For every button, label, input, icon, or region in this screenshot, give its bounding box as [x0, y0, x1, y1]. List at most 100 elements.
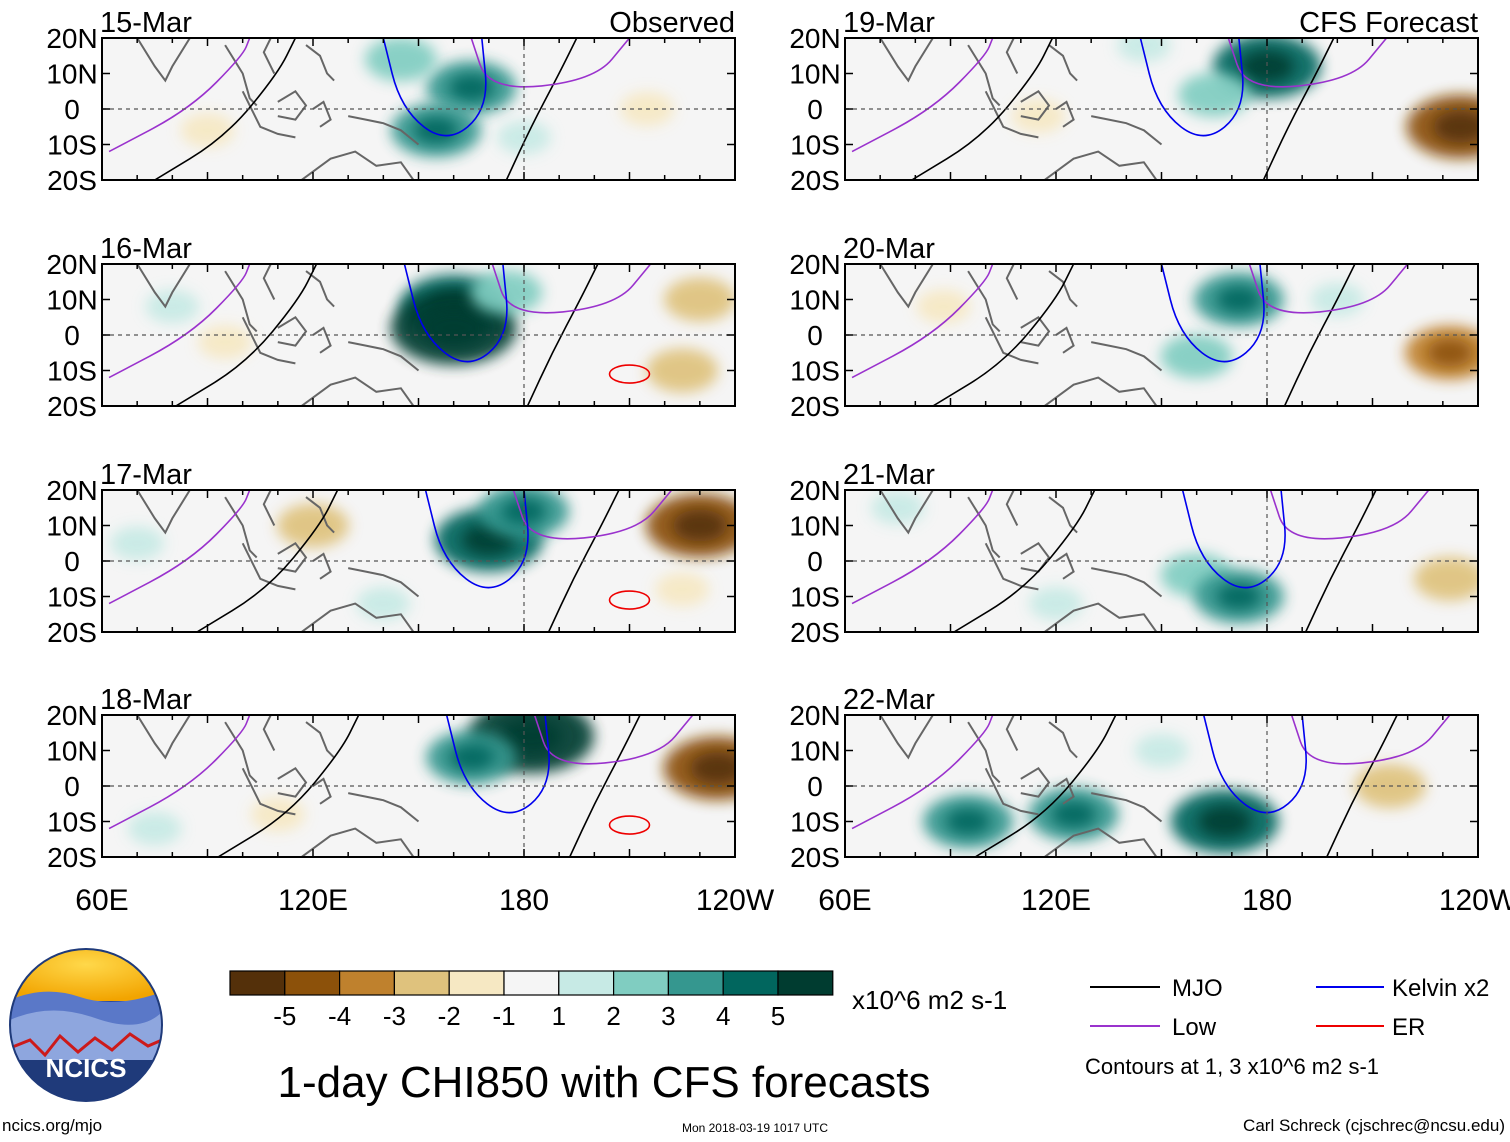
- anomaly-cell: [110, 526, 165, 561]
- coastline: [299, 827, 415, 857]
- coastline: [967, 721, 1001, 784]
- y-tick-label: 0: [807, 546, 823, 577]
- y-tick-label: 10N: [46, 59, 97, 90]
- coastline: [312, 100, 332, 128]
- y-tick-label: 0: [64, 320, 80, 351]
- coastline: [305, 721, 335, 759]
- panel-date: 20-Mar: [843, 233, 935, 265]
- mjo-contour: [217, 715, 360, 857]
- coastline: [348, 341, 420, 372]
- low-contour: [533, 715, 694, 765]
- coastline: [1005, 715, 1019, 751]
- coastline: [1042, 150, 1158, 180]
- coastline: [136, 38, 191, 83]
- low-contour: [470, 38, 631, 88]
- colorbar-tick-label: 5: [771, 1001, 785, 1031]
- logo-text: NCICS: [46, 1053, 127, 1083]
- colorbar-swatch: [722, 970, 779, 996]
- low-contour: [1248, 264, 1409, 314]
- coastline: [136, 715, 191, 760]
- contours-note: Contours at 1, 3 x10^6 m2 s-1: [1085, 1054, 1379, 1079]
- anomaly-cell: [364, 38, 437, 82]
- coastline: [224, 44, 258, 107]
- mjo-contour: [175, 264, 318, 406]
- panel-date: 17-Mar: [100, 459, 192, 491]
- coastline: [1020, 315, 1051, 347]
- coastline: [312, 777, 332, 805]
- y-tick-label: 0: [807, 771, 823, 802]
- y-tick-label: 10S: [47, 130, 97, 161]
- map-panel-17-Mar: 20N 10N 0 10S 20S 17-Mar: [46, 459, 736, 648]
- coastline: [984, 316, 1039, 365]
- anomaly-core: [1216, 583, 1262, 610]
- colorbar-swatch: [229, 970, 286, 996]
- mjo-contour: [505, 38, 578, 180]
- colorbar: -5 -4 -3 -2 -1 1 2 3 4 5: [229, 970, 834, 1031]
- coastline: [1048, 270, 1078, 308]
- mjo-contour: [154, 38, 297, 180]
- x-tick-label: 120E: [1021, 884, 1091, 917]
- colorbar-tick-label: -4: [328, 1001, 351, 1031]
- colorbar-tick-label: -2: [438, 1001, 461, 1031]
- y-tick-label: 10N: [46, 511, 97, 542]
- er-contour: [608, 364, 651, 384]
- coastline: [136, 490, 191, 535]
- anomaly-core: [422, 309, 486, 347]
- low-contour: [108, 264, 251, 379]
- units-label: x10^6 m2 s-1: [852, 985, 1007, 1015]
- coastline: [224, 721, 258, 784]
- y-tick-label: 20N: [789, 700, 840, 731]
- anomaly-cell: [127, 811, 182, 846]
- y-tick-label: 10N: [46, 285, 97, 316]
- y-tick-label: 10S: [790, 807, 840, 838]
- map-panel-19-Mar: 20N 10N 0 10S 20S 19-Mar CFS Forecast: [789, 7, 1479, 196]
- ncics-logo: NCICS: [9, 948, 163, 1102]
- colorbar-tick-label: 3: [661, 1001, 675, 1031]
- colorbar-tick-label: -3: [383, 1001, 406, 1031]
- er-contour: [608, 815, 651, 835]
- legend-kelvin-label: Kelvin x2: [1392, 975, 1489, 1002]
- mjo-contour: [911, 38, 1054, 180]
- anomaly-cell: [198, 325, 253, 360]
- coastline: [1055, 777, 1075, 805]
- low-contour: [1269, 490, 1430, 540]
- anomaly-cell: [145, 289, 200, 324]
- anomaly-cell: [1134, 733, 1189, 768]
- panel-date: 22-Mar: [843, 684, 935, 716]
- source-url: ncics.org/mjo: [2, 1116, 102, 1135]
- panel-date: 15-Mar: [100, 7, 192, 39]
- y-tick-label: 10S: [790, 582, 840, 613]
- y-tick-label: 0: [64, 546, 80, 577]
- mjo-contour: [1326, 715, 1398, 857]
- coastline: [879, 490, 934, 535]
- y-tick-label: 20S: [47, 617, 97, 648]
- coastline: [1005, 264, 1019, 300]
- coastline: [1048, 44, 1078, 82]
- coastline: [1020, 766, 1051, 798]
- x-tick-label: 60E: [75, 884, 128, 917]
- low-contour: [851, 715, 994, 830]
- colorbar-swatch: [612, 970, 669, 996]
- mjo-contour: [953, 490, 1096, 632]
- anomaly-core: [690, 752, 735, 785]
- y-tick-label: 20N: [46, 475, 97, 506]
- coastline: [1048, 721, 1078, 759]
- coastline: [262, 38, 276, 74]
- coastline: [1005, 490, 1019, 526]
- coastline: [1091, 341, 1163, 372]
- coastline: [305, 270, 335, 308]
- coastline: [299, 376, 415, 406]
- y-tick-label: 20S: [47, 842, 97, 873]
- anomaly-cell: [1116, 38, 1171, 63]
- colorbar-tick-label: 4: [716, 1001, 730, 1031]
- anomaly-cell: [1029, 586, 1083, 621]
- coastline: [984, 90, 1039, 139]
- line-legend: MJO Kelvin x2 Low ER Contours at 1, 3 x1…: [1085, 975, 1489, 1079]
- map-panel-21-Mar: 20N 10N 0 10S 20S 21-Mar: [789, 459, 1479, 648]
- anomaly-cell: [646, 348, 719, 393]
- y-tick-label: 10S: [47, 582, 97, 613]
- y-tick-label: 10N: [789, 511, 840, 542]
- kelvin-contour: [382, 38, 487, 137]
- figure-title: 1-day CHI850 with CFS forecasts: [278, 1058, 931, 1107]
